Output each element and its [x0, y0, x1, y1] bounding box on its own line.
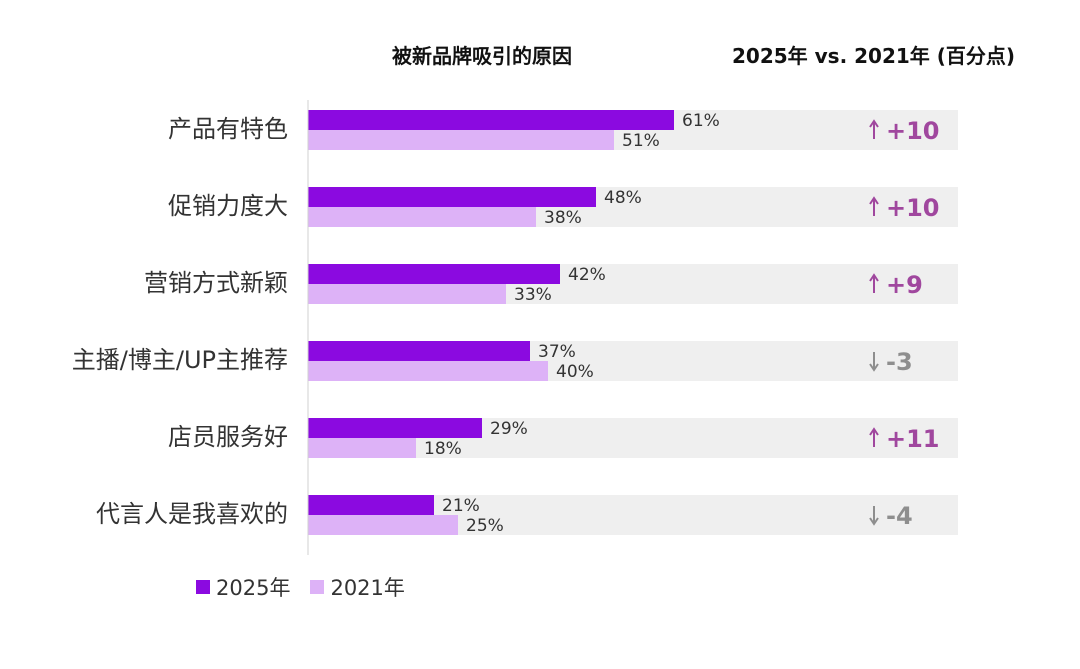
arrow-down-icon [869, 506, 879, 526]
data-label-2025: 29% [490, 419, 528, 439]
bar-2021 [308, 284, 506, 304]
legend-swatch-2025 [196, 580, 210, 594]
arrow-down-icon [869, 352, 879, 372]
category-label: 店员服务好 [168, 423, 288, 451]
change-label: +9 [886, 271, 923, 299]
change-label: -4 [886, 502, 913, 530]
change-label: -3 [886, 348, 913, 376]
legend: 2025年 2021年 [196, 572, 425, 602]
category-label: 产品有特色 [168, 115, 288, 143]
bar-2025 [308, 264, 560, 284]
legend-item-2025: 2025年 [196, 572, 290, 602]
change-label: +10 [886, 194, 940, 222]
bar-2021 [308, 361, 548, 381]
data-label-2021: 18% [424, 439, 462, 459]
data-label-2025: 48% [604, 188, 642, 208]
data-label-2025: 37% [538, 342, 576, 362]
bar-2021 [308, 438, 416, 458]
data-label-2021: 25% [466, 516, 504, 536]
bar-2025 [308, 187, 596, 207]
bar-2025 [308, 110, 674, 130]
arrow-up-icon [869, 119, 879, 139]
change-column-title: 2025年 vs. 2021年 (百分点) [732, 44, 1016, 68]
category-label: 促销力度大 [168, 192, 288, 220]
bar-2021 [308, 130, 614, 150]
chart-title: 被新品牌吸引的原因 [392, 44, 572, 68]
bar-2025 [308, 341, 530, 361]
legend-label-2025: 2025年 [216, 576, 291, 600]
change-label: +11 [886, 425, 940, 453]
arrow-up-icon [869, 273, 879, 293]
data-label-2021: 40% [556, 362, 594, 382]
arrow-up-icon [869, 196, 879, 216]
bar-2025 [308, 418, 482, 438]
legend-label-2021: 2021年 [330, 576, 405, 600]
category-label: 主播/博主/UP主推荐 [72, 346, 288, 374]
data-label-2025: 42% [568, 265, 606, 285]
category-label: 代言人是我喜欢的 [96, 500, 288, 528]
bar-2025 [308, 495, 434, 515]
legend-item-2021: 2021年 [310, 572, 405, 602]
change-label: +10 [886, 117, 940, 145]
bar-2021 [308, 207, 536, 227]
data-label-2021: 33% [514, 285, 552, 305]
legend-swatch-2021 [310, 580, 325, 594]
data-label-2021: 38% [544, 208, 582, 228]
data-label-2025: 21% [442, 496, 480, 516]
data-label-2025: 61% [682, 111, 720, 131]
arrow-up-icon [869, 427, 879, 447]
data-label-2021: 51% [622, 131, 660, 151]
bar-2021 [308, 515, 458, 535]
category-label: 营销方式新颖 [144, 269, 288, 297]
